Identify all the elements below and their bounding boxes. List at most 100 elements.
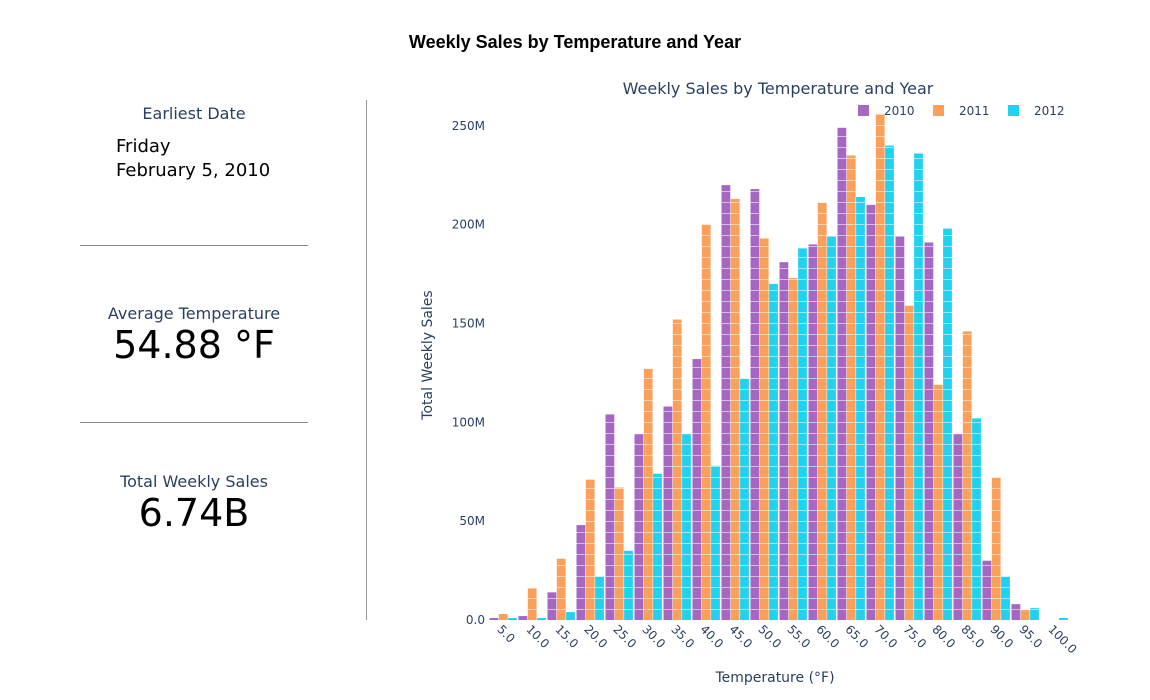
x-tick-label: 95.0 [1016,622,1045,651]
divider [80,422,308,423]
bar-texture [614,487,624,620]
chart-title: Weekly Sales by Temperature and Year [623,79,934,98]
x-tick-label: 75.0 [900,622,929,651]
y-tick-label: 250M [452,119,485,133]
bar-texture [875,113,885,620]
bar-texture [837,127,847,620]
x-tick-label: 50.0 [755,622,784,651]
bar-texture [1011,604,1021,620]
bar-texture [856,196,865,620]
bar-texture [943,228,952,620]
bar-texture [518,616,528,620]
bar-texture [527,588,537,620]
bar-texture [576,525,586,620]
x-tick-label: 90.0 [987,622,1016,651]
bar-texture [924,242,934,620]
bar-texture [537,618,546,620]
x-tick-label: 45.0 [726,622,755,651]
x-tick-label: 5.0 [494,622,517,645]
earliest-date-label: Earliest Date [142,104,246,123]
x-tick-label: 40.0 [697,622,726,651]
bar-texture [769,283,778,620]
bar-texture [779,262,789,620]
bar-texture [624,550,633,620]
bar-texture [508,618,517,620]
y-axis-title: Total Weekly Sales [420,290,436,420]
bar-texture [711,465,720,620]
x-tick-label: 25.0 [610,622,639,651]
average-temperature-label: Average Temperature [107,304,281,323]
legend-label-2011[interactable]: 2011 [959,104,990,118]
bar-texture [556,558,566,620]
earliest-date-value: Friday February 5, 2010 [80,135,308,183]
bar-texture [750,189,760,620]
bar-texture [972,418,981,620]
x-tick-label: 20.0 [581,622,610,651]
average-temperature-value: 54.88 °F [113,323,275,367]
x-tick-label: 80.0 [929,622,958,651]
bar-texture [740,378,749,620]
sales-bar-chart: Weekly Sales by Temperature and Year 201… [420,79,1080,686]
x-tick-label: 10.0 [523,622,552,651]
x-tick-label: 35.0 [668,622,697,651]
bar-texture [498,614,508,620]
bar-texture [721,185,731,620]
bar-texture [643,368,653,620]
divider [80,245,308,246]
bar-texture [692,359,702,620]
bar-texture [701,224,711,620]
x-tick-label: 85.0 [958,622,987,651]
bar-texture [1030,608,1039,620]
bar-texture [489,618,499,620]
earliest-date-weekday: Friday [116,136,171,157]
legend-label-2010[interactable]: 2010 [884,104,915,118]
legend-swatch-2012[interactable] [1008,105,1019,116]
vertical-divider [366,100,367,620]
y-tick-label: 150M [452,316,485,330]
total-weekly-sales-value: 6.74B [138,491,250,535]
summary-sidebar: Earliest Date Friday February 5, 2010 Av… [80,100,308,620]
x-axis-title: Temperature (°F) [714,670,834,686]
bar-texture [595,576,604,620]
bar-texture [982,560,992,620]
x-tick-label: 30.0 [639,622,668,651]
x-tick-label: 55.0 [784,622,813,651]
chart-legend[interactable]: 2010 2011 2012 [858,104,1065,118]
bar-texture [904,305,914,620]
bar-texture [808,244,818,620]
total-weekly-sales-label: Total Weekly Sales [120,472,268,491]
bar-series [489,113,1068,621]
legend-swatch-2010[interactable] [858,105,869,116]
bar-texture [827,236,836,620]
bar-texture [817,202,827,620]
bar-texture [788,278,798,620]
bar-texture [663,406,673,620]
bar-texture [566,612,575,620]
x-tick-label: 70.0 [871,622,900,651]
y-axis: 0.0 50M 100M 150M 200M 250M [452,119,485,627]
y-tick-label: 0.0 [466,613,485,627]
x-tick-label: 15.0 [552,622,581,651]
bar-texture [1020,610,1030,620]
x-tick-label: 65.0 [842,622,871,651]
x-tick-label: 60.0 [813,622,842,651]
bar-texture [653,473,662,620]
bar-texture [885,145,894,620]
bar-texture [759,238,769,620]
bar-texture [634,434,644,620]
legend-swatch-2011[interactable] [933,105,944,116]
x-tick-label: 100.0 [1045,622,1079,656]
legend-label-2012[interactable]: 2012 [1034,104,1065,118]
earliest-date-card: Earliest Date Friday February 5, 2010 [80,104,308,183]
y-tick-label: 50M [459,514,485,528]
bar-texture [682,434,691,620]
bar-texture [846,155,856,620]
bar-texture [895,236,905,620]
total-weekly-sales-card: Total Weekly Sales 6.74B [80,472,308,535]
bar-texture [991,477,1001,620]
bar-texture [953,434,963,620]
bar-texture [1059,618,1068,620]
bar-texture [672,319,682,620]
bar-texture [914,153,923,620]
bar-texture [798,248,807,621]
